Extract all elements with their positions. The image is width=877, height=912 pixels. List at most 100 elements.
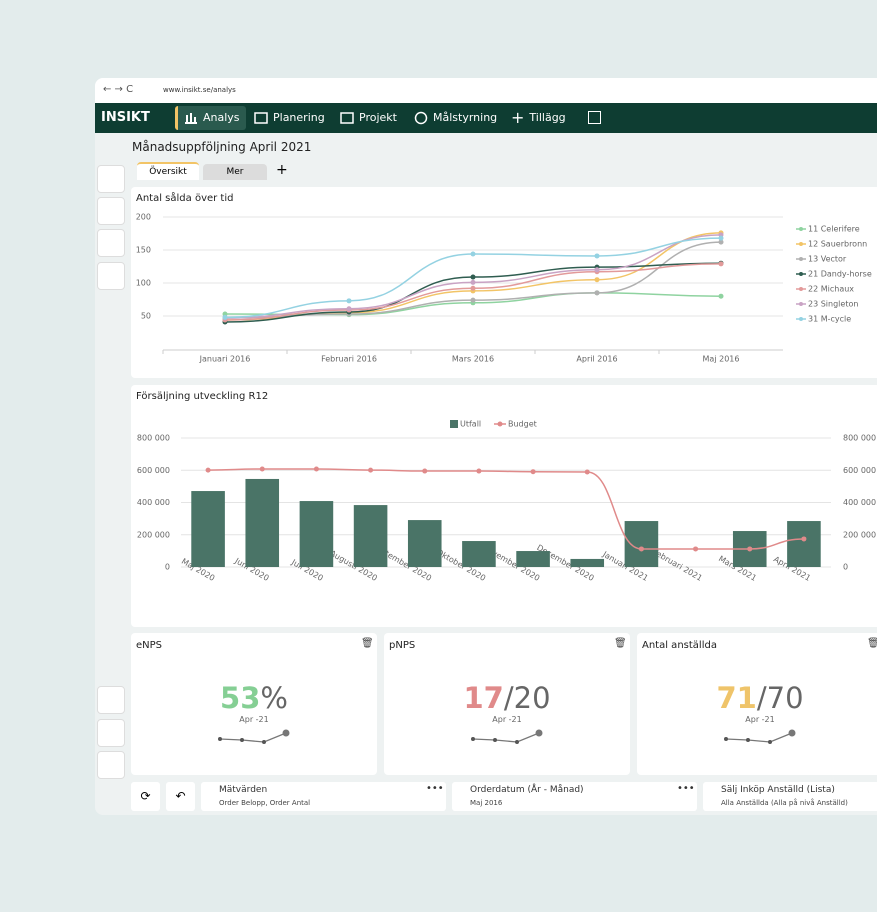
kpi-value: 17/20 — [384, 681, 630, 715]
y-tick-label: 100 — [136, 279, 151, 288]
kpi-period: Apr -21 — [492, 715, 522, 724]
point — [346, 306, 352, 312]
bar — [407, 520, 442, 567]
filter-menu[interactable]: ••• — [426, 783, 444, 794]
legend-label: Utfall — [460, 420, 481, 429]
kpi-period: Apr -21 — [745, 715, 775, 724]
point — [313, 466, 319, 472]
tab[interactable]: Mer — [203, 164, 267, 180]
side-button[interactable] — [97, 719, 125, 747]
legend-dot — [799, 227, 803, 231]
legend-label: 13 Vector — [808, 255, 847, 264]
nav-label: Målstyrning — [433, 111, 498, 124]
bar — [787, 521, 821, 567]
bar — [245, 478, 280, 567]
sparkline-dot — [515, 740, 519, 744]
nav-item[interactable]: + Tillägg — [505, 106, 572, 130]
add-button[interactable] — [588, 111, 601, 124]
y2-tick-label: 800 000 — [843, 434, 876, 443]
point — [470, 251, 476, 257]
undo-button[interactable]: ↶ — [166, 782, 195, 811]
browser-controls[interactable]: ← → C — [103, 84, 134, 95]
legend-label: 12 Sauerbronn — [808, 240, 867, 249]
bar — [299, 501, 334, 567]
url[interactable]: www.insikt.se/analys — [163, 86, 236, 94]
add-tab[interactable]: + — [276, 162, 288, 178]
x-tick-label: Februari 2021 — [651, 547, 704, 583]
point — [801, 536, 807, 542]
refresh-button[interactable]: ⟳ — [131, 782, 160, 811]
delete-button[interactable]: 🗑 — [614, 638, 627, 649]
kpi-unit: % — [260, 681, 288, 715]
point — [718, 235, 724, 241]
filter[interactable]: Mätvärden Order Belopp, Order Antal ••• — [201, 782, 446, 811]
sparkline-dot — [262, 740, 266, 744]
legend-dot — [799, 257, 803, 261]
side-button[interactable] — [97, 686, 125, 714]
nav-item[interactable]: Analys — [175, 106, 246, 130]
nav-item[interactable]: Målstyrning — [408, 106, 503, 130]
kpi-card: Antal anställda 🗑 71/70 Apr -21 — [637, 633, 877, 775]
line — [208, 468, 804, 550]
side-button[interactable] — [97, 751, 125, 779]
sparkline-dot — [535, 729, 543, 737]
x-tick-label: Februari 2016 — [321, 355, 377, 364]
sparkline-dot — [493, 738, 497, 742]
brand[interactable]: INSIKT — [101, 110, 150, 125]
icon — [340, 112, 354, 124]
filter-menu[interactable]: ••• — [677, 783, 695, 794]
legend-dot — [497, 421, 503, 427]
kpi-title: Antal anställda — [642, 640, 717, 651]
point — [584, 469, 590, 475]
point — [718, 261, 724, 267]
filter-value: Maj 2016 — [470, 799, 503, 807]
sparkline — [724, 729, 796, 744]
kpi-number: 53 — [220, 681, 261, 715]
tab[interactable]: Översikt — [137, 162, 199, 180]
point — [470, 285, 476, 291]
nav-item[interactable]: Planering — [248, 106, 331, 130]
kpi-value: 53% — [131, 681, 377, 715]
legend-dot — [799, 317, 803, 321]
y-tick-label: 200 000 — [137, 530, 170, 539]
sparkline-dot — [282, 729, 290, 737]
y2-tick-label: 200 000 — [843, 530, 876, 539]
side-button[interactable] — [97, 165, 125, 193]
x-tick-label: Maj 2016 — [703, 355, 740, 364]
nav-item[interactable]: Projekt — [334, 106, 403, 130]
sparkline-dot — [746, 738, 750, 742]
sparkline-dot — [768, 740, 772, 744]
bar — [353, 505, 388, 567]
y-tick-label: 600 000 — [137, 466, 170, 475]
legend-label: 22 Michaux — [808, 285, 854, 294]
delete-button[interactable]: 🗑 — [361, 638, 374, 649]
sparkline — [471, 729, 543, 744]
side-button[interactable] — [97, 197, 125, 225]
icon — [185, 113, 197, 124]
card-title: Antal sålda över tid — [136, 193, 234, 204]
kpi-number: 71 — [716, 681, 757, 715]
filter[interactable]: Orderdatum (År - Månad) Maj 2016 ••• — [452, 782, 697, 811]
x-tick-label: Mars 2016 — [452, 355, 494, 364]
kpi-number: 17 — [463, 681, 504, 715]
kpi-title: eNPS — [136, 640, 163, 651]
filter[interactable]: Sälj Inköp Anställd (Lista) Alla Anställd… — [703, 782, 877, 811]
kpi-card: eNPS 🗑 53% Apr -21 — [131, 633, 377, 775]
legend-dot — [799, 272, 803, 276]
kpi-period: Apr -21 — [239, 715, 269, 724]
kpi-unit: /20 — [503, 681, 551, 715]
legend-label: 21 Dandy-horse — [808, 270, 872, 279]
bar — [516, 551, 550, 567]
delete-button[interactable]: 🗑 — [867, 638, 877, 649]
y2-tick-label: 400 000 — [843, 498, 876, 507]
point — [718, 293, 724, 299]
side-button[interactable] — [97, 229, 125, 257]
point — [476, 468, 482, 474]
side-button[interactable] — [97, 262, 125, 290]
point — [718, 239, 724, 245]
legend-dot — [799, 287, 803, 291]
legend-dot — [799, 242, 803, 246]
point — [638, 546, 644, 552]
point — [693, 546, 699, 552]
sparkline-dot — [788, 729, 796, 737]
